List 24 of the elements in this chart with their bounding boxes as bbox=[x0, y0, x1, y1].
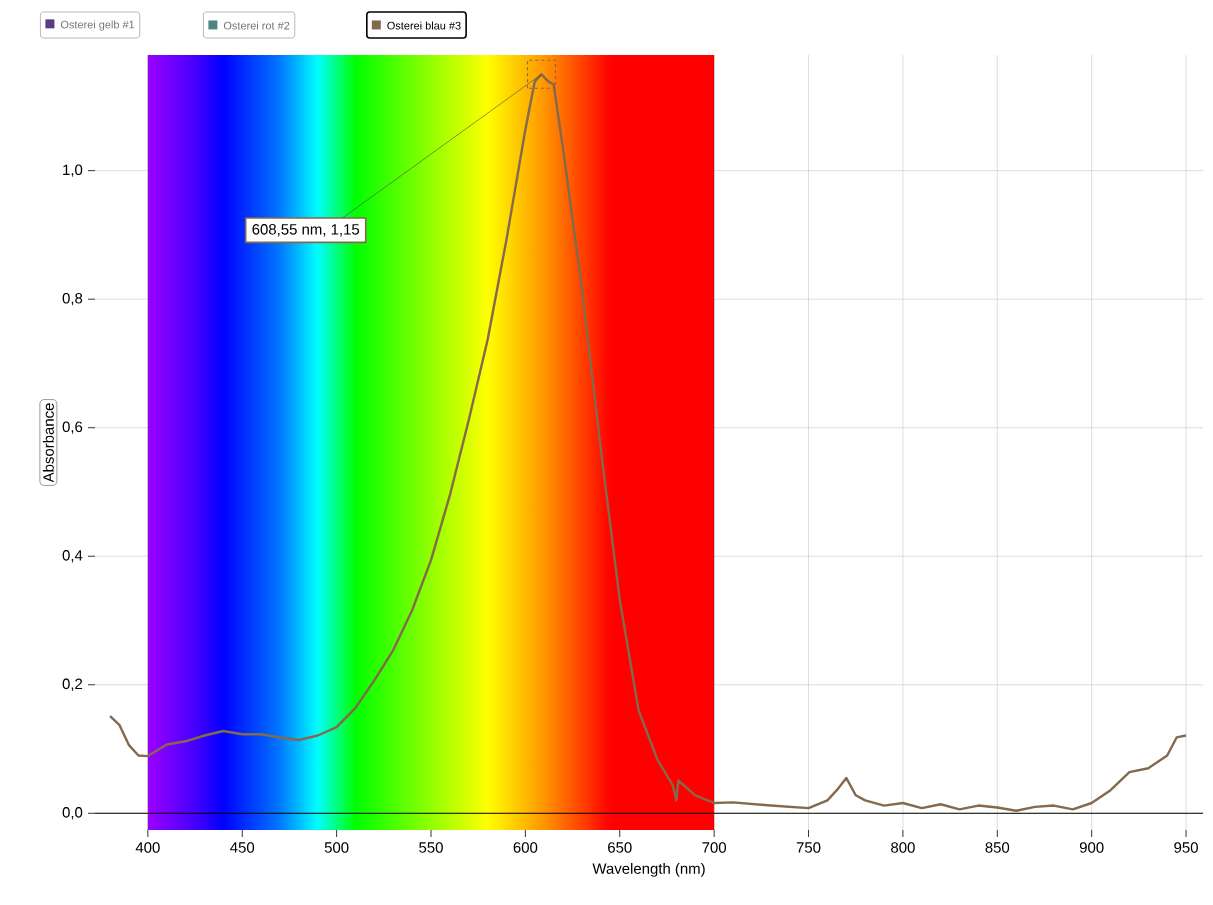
x-axis-title: Wavelength (nm) bbox=[592, 862, 705, 877]
y-tick-label: 0,8 bbox=[62, 293, 83, 306]
y-tick-label: 0,0 bbox=[62, 807, 83, 820]
x-tick-label: 650 bbox=[608, 842, 632, 853]
legend-label: Osterei rot #2 bbox=[223, 21, 290, 30]
y-tick-label: 0,2 bbox=[62, 678, 83, 691]
x-tick-label: 700 bbox=[702, 842, 727, 853]
x-tick-label: 600 bbox=[513, 842, 538, 853]
y-tick-label: 1,0 bbox=[63, 164, 83, 177]
x-tick-label: 450 bbox=[230, 842, 255, 853]
legend-label: Osterei gelb #1 bbox=[60, 20, 135, 31]
x-tick-label: 500 bbox=[324, 842, 349, 853]
x-tick-label: 800 bbox=[891, 842, 915, 853]
x-tick-label: 850 bbox=[985, 842, 1010, 853]
legend-label: Osterei blau #3 bbox=[387, 21, 461, 30]
x-tick-label: 400 bbox=[135, 842, 160, 853]
y-tick-label: 0,4 bbox=[62, 550, 83, 563]
y-tick-label: 0,6 bbox=[62, 421, 83, 434]
x-tick-label: 950 bbox=[1174, 842, 1198, 853]
x-tick-label: 550 bbox=[419, 842, 443, 853]
x-tick-label: 900 bbox=[1079, 842, 1104, 853]
y-axis-title: Absorbance bbox=[42, 403, 54, 483]
x-tick-label: 750 bbox=[796, 842, 821, 853]
annotation: 608,55 nm, 1,15 bbox=[252, 224, 360, 237]
